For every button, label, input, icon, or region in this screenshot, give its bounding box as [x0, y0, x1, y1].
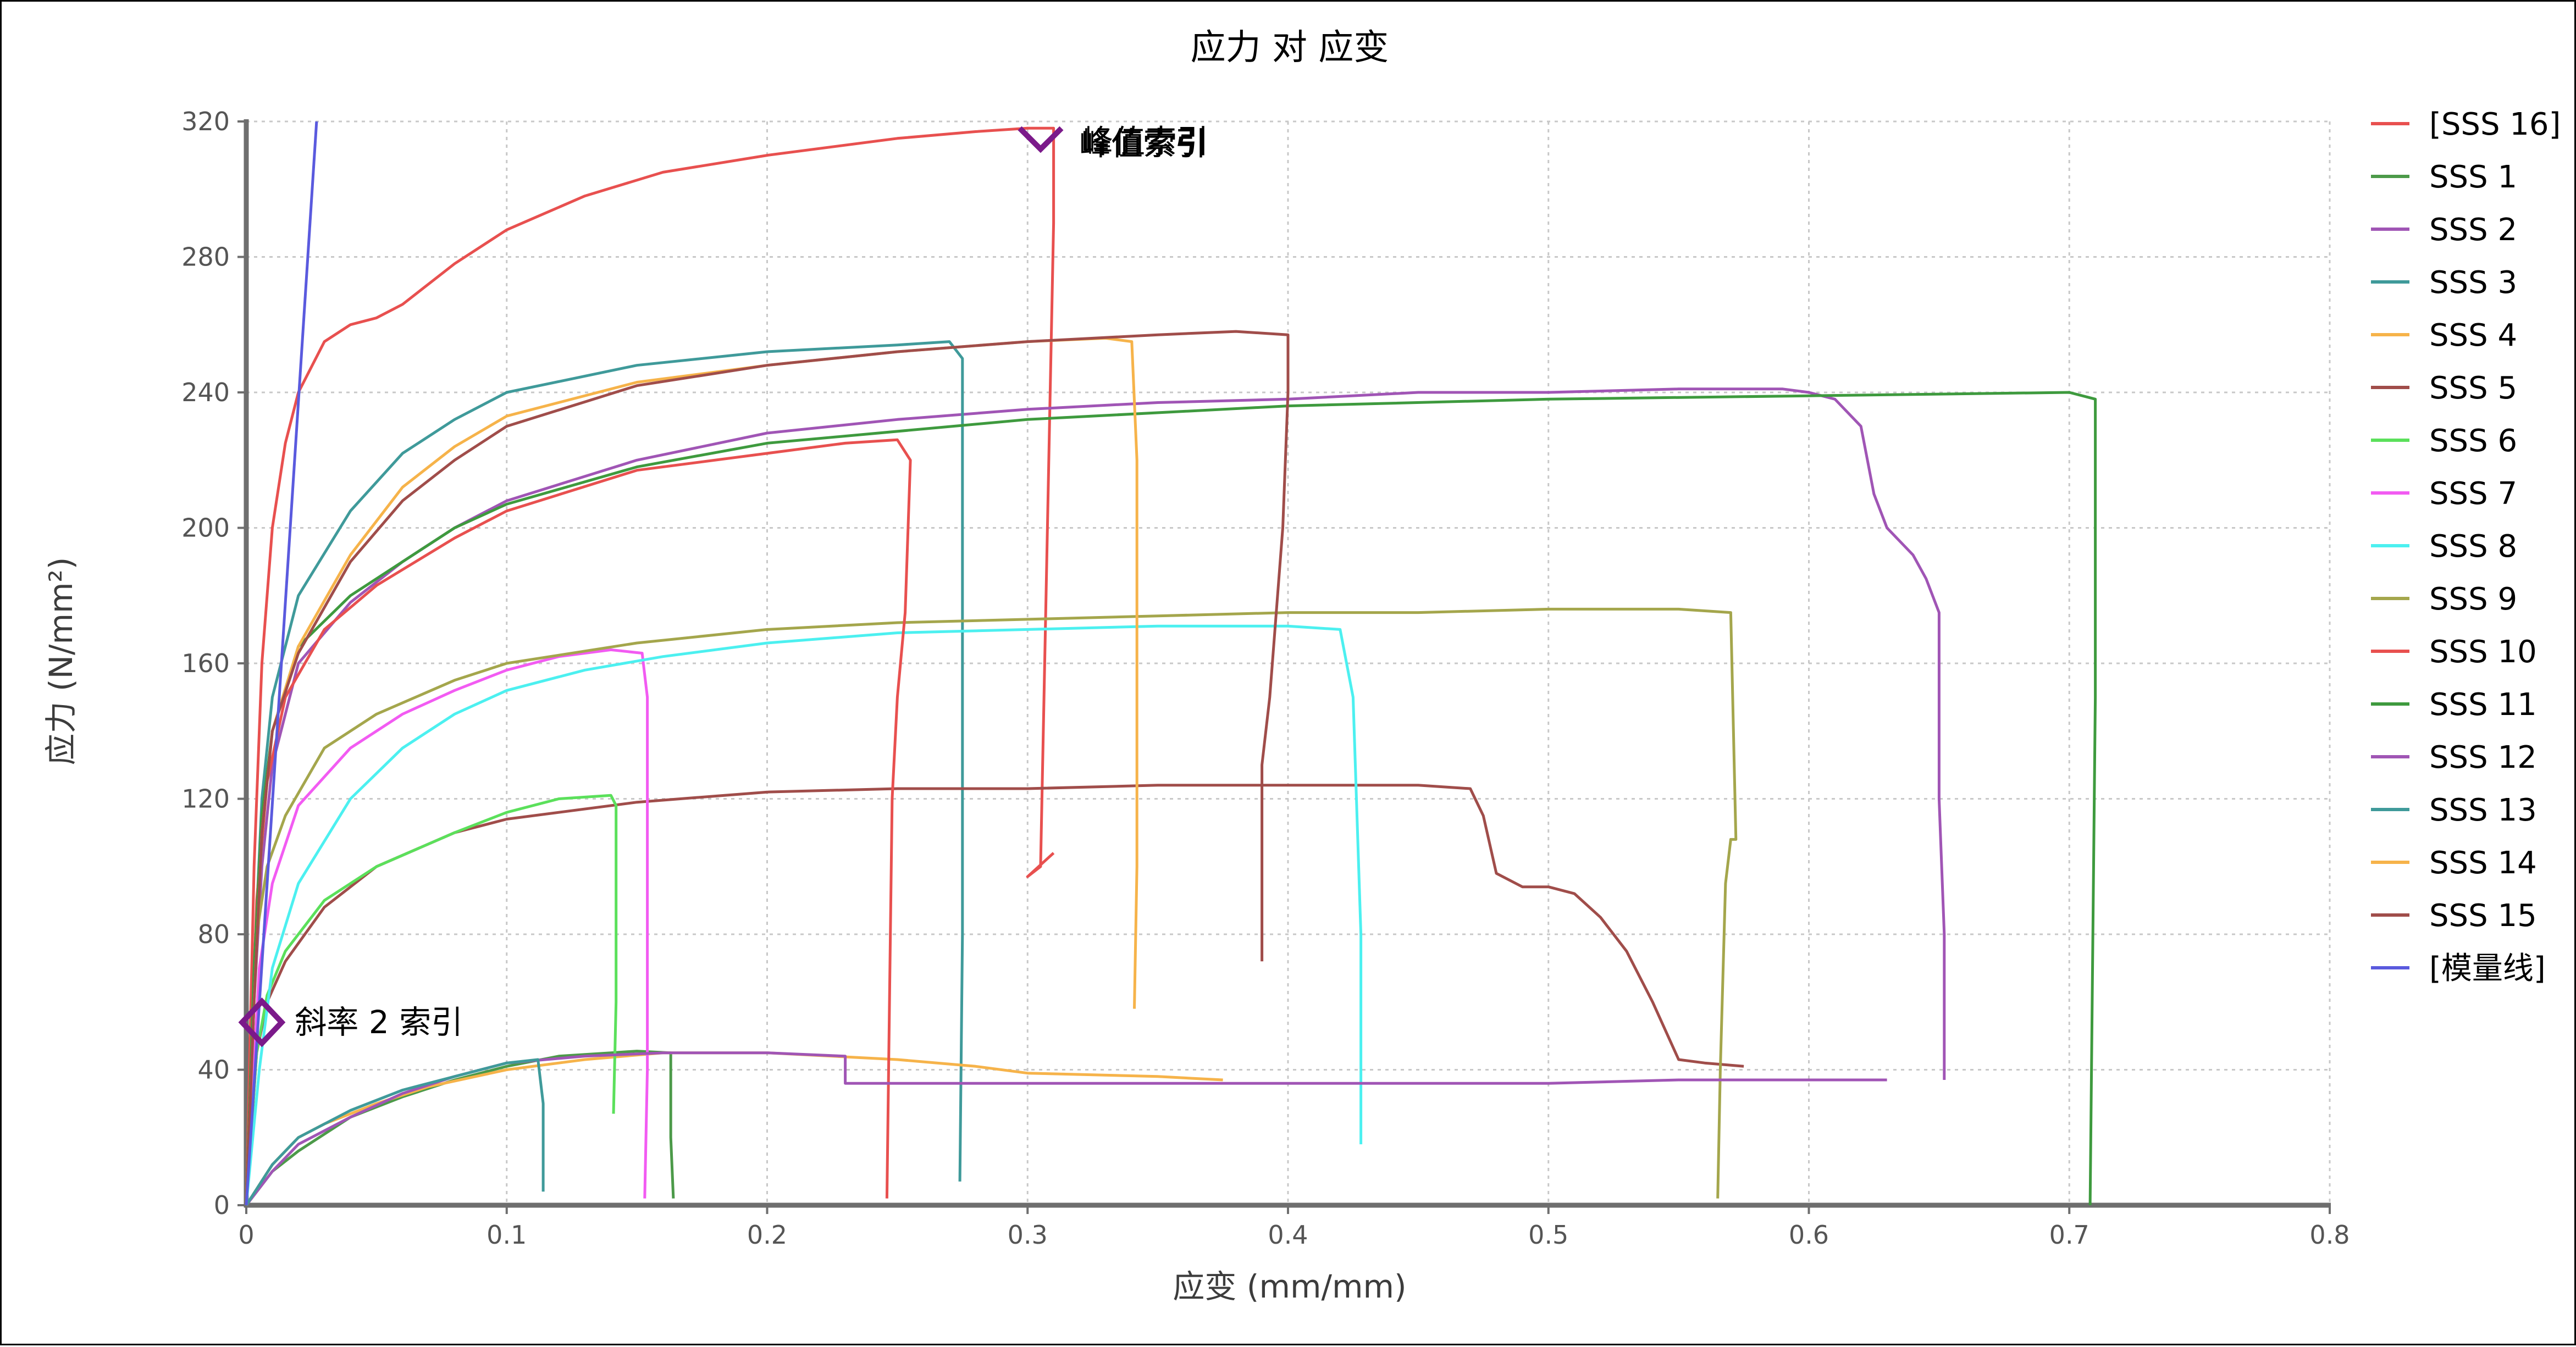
- legend-label: SSS 10: [2429, 634, 2537, 670]
- series-line-3: [245, 387, 1946, 1206]
- legend-label: SSS 6: [2429, 423, 2517, 459]
- series-line-4: [245, 340, 964, 1206]
- x-tick-label: 0: [238, 1220, 254, 1250]
- series-line-8: [245, 648, 649, 1206]
- y-tick-label: 40: [197, 1055, 230, 1085]
- x-tick-labels: 0 0.1 0.2 0.3 0.4 0.5 0.6 0.7 0.8: [238, 1205, 2350, 1250]
- legend-label: SSS 5: [2429, 370, 2517, 406]
- series-line-16: [245, 330, 1290, 1206]
- y-tick-label: 160: [181, 648, 230, 678]
- legend-label: SSS 11: [2429, 687, 2537, 723]
- series-line-17: [245, 121, 318, 1206]
- legend-label: SSS 4: [2429, 318, 2517, 353]
- legend-label: [SSS 16]: [2429, 107, 2561, 142]
- legend-label: SSS 1: [2429, 159, 2517, 195]
- peak-index-label-overlap: 峰值索引: [1081, 123, 1209, 160]
- legend: [SSS 16] SSS 1 SSS 2 SSS 3 SSS 4 SSS 5 SSS 6 SS…: [2371, 107, 2561, 986]
- series-line-13: [245, 1051, 1887, 1206]
- x-axis-label: 应变 (mm/mm): [1173, 1268, 1406, 1305]
- legend-label: SSS 15: [2429, 898, 2537, 934]
- y-tick-label: 320: [181, 107, 230, 136]
- y-tick-label: 280: [181, 242, 230, 272]
- y-tick-label: 240: [181, 378, 230, 407]
- x-tick-label: 0.7: [2049, 1220, 2089, 1250]
- legend-label: SSS 8: [2429, 529, 2517, 564]
- x-tick-label: 0.8: [2309, 1220, 2350, 1250]
- legend-label: SSS 13: [2429, 792, 2537, 828]
- legend-label: SSS 2: [2429, 212, 2517, 248]
- x-tick-label: 0.5: [1528, 1220, 1568, 1250]
- y-tick-label: 80: [197, 919, 230, 949]
- x-tick-label: 0.2: [747, 1220, 787, 1250]
- legend-label: SSS 12: [2429, 740, 2537, 775]
- legend-label: [模量线]: [2429, 951, 2546, 986]
- legend-label: SSS 9: [2429, 581, 2517, 617]
- slope-index-label: 斜率 2 索引: [295, 1004, 463, 1041]
- y-tick-label: 0: [214, 1190, 230, 1220]
- y-tick-label: 200: [181, 513, 230, 543]
- slope-index-marker: [238, 997, 286, 1047]
- y-axis-label: 应力 (N/mm²): [42, 557, 80, 766]
- x-tick-label: 0.4: [1268, 1220, 1308, 1250]
- series-line-14: [245, 1058, 545, 1206]
- series-line-1: [245, 126, 1055, 1206]
- x-tick-label: 0.6: [1789, 1220, 1829, 1250]
- series-line-5: [245, 1051, 1223, 1206]
- grid-lines: [246, 120, 2331, 1205]
- peak-index-marker: [1018, 126, 1064, 153]
- series-line-7: [245, 794, 618, 1206]
- series-lines: [245, 121, 2097, 1206]
- peak-index-label: 峰值索引: [1079, 125, 1207, 162]
- series-line-11: [245, 438, 912, 1206]
- legend-label: SSS 7: [2429, 476, 2517, 512]
- y-tick-labels: 0 40 80 120 160 200 240 280 320: [181, 107, 246, 1220]
- series-line-6: [245, 784, 1744, 1206]
- y-tick-label: 120: [181, 784, 230, 814]
- chart-title: 应力 对 应变: [1191, 27, 1389, 68]
- legend-label: SSS 14: [2429, 845, 2537, 881]
- x-tick-label: 0.3: [1008, 1220, 1048, 1250]
- series-line-9: [245, 624, 1363, 1206]
- x-tick-label: 0.1: [487, 1220, 527, 1250]
- legend-label: SSS 3: [2429, 265, 2517, 301]
- series-line-10: [245, 607, 1738, 1206]
